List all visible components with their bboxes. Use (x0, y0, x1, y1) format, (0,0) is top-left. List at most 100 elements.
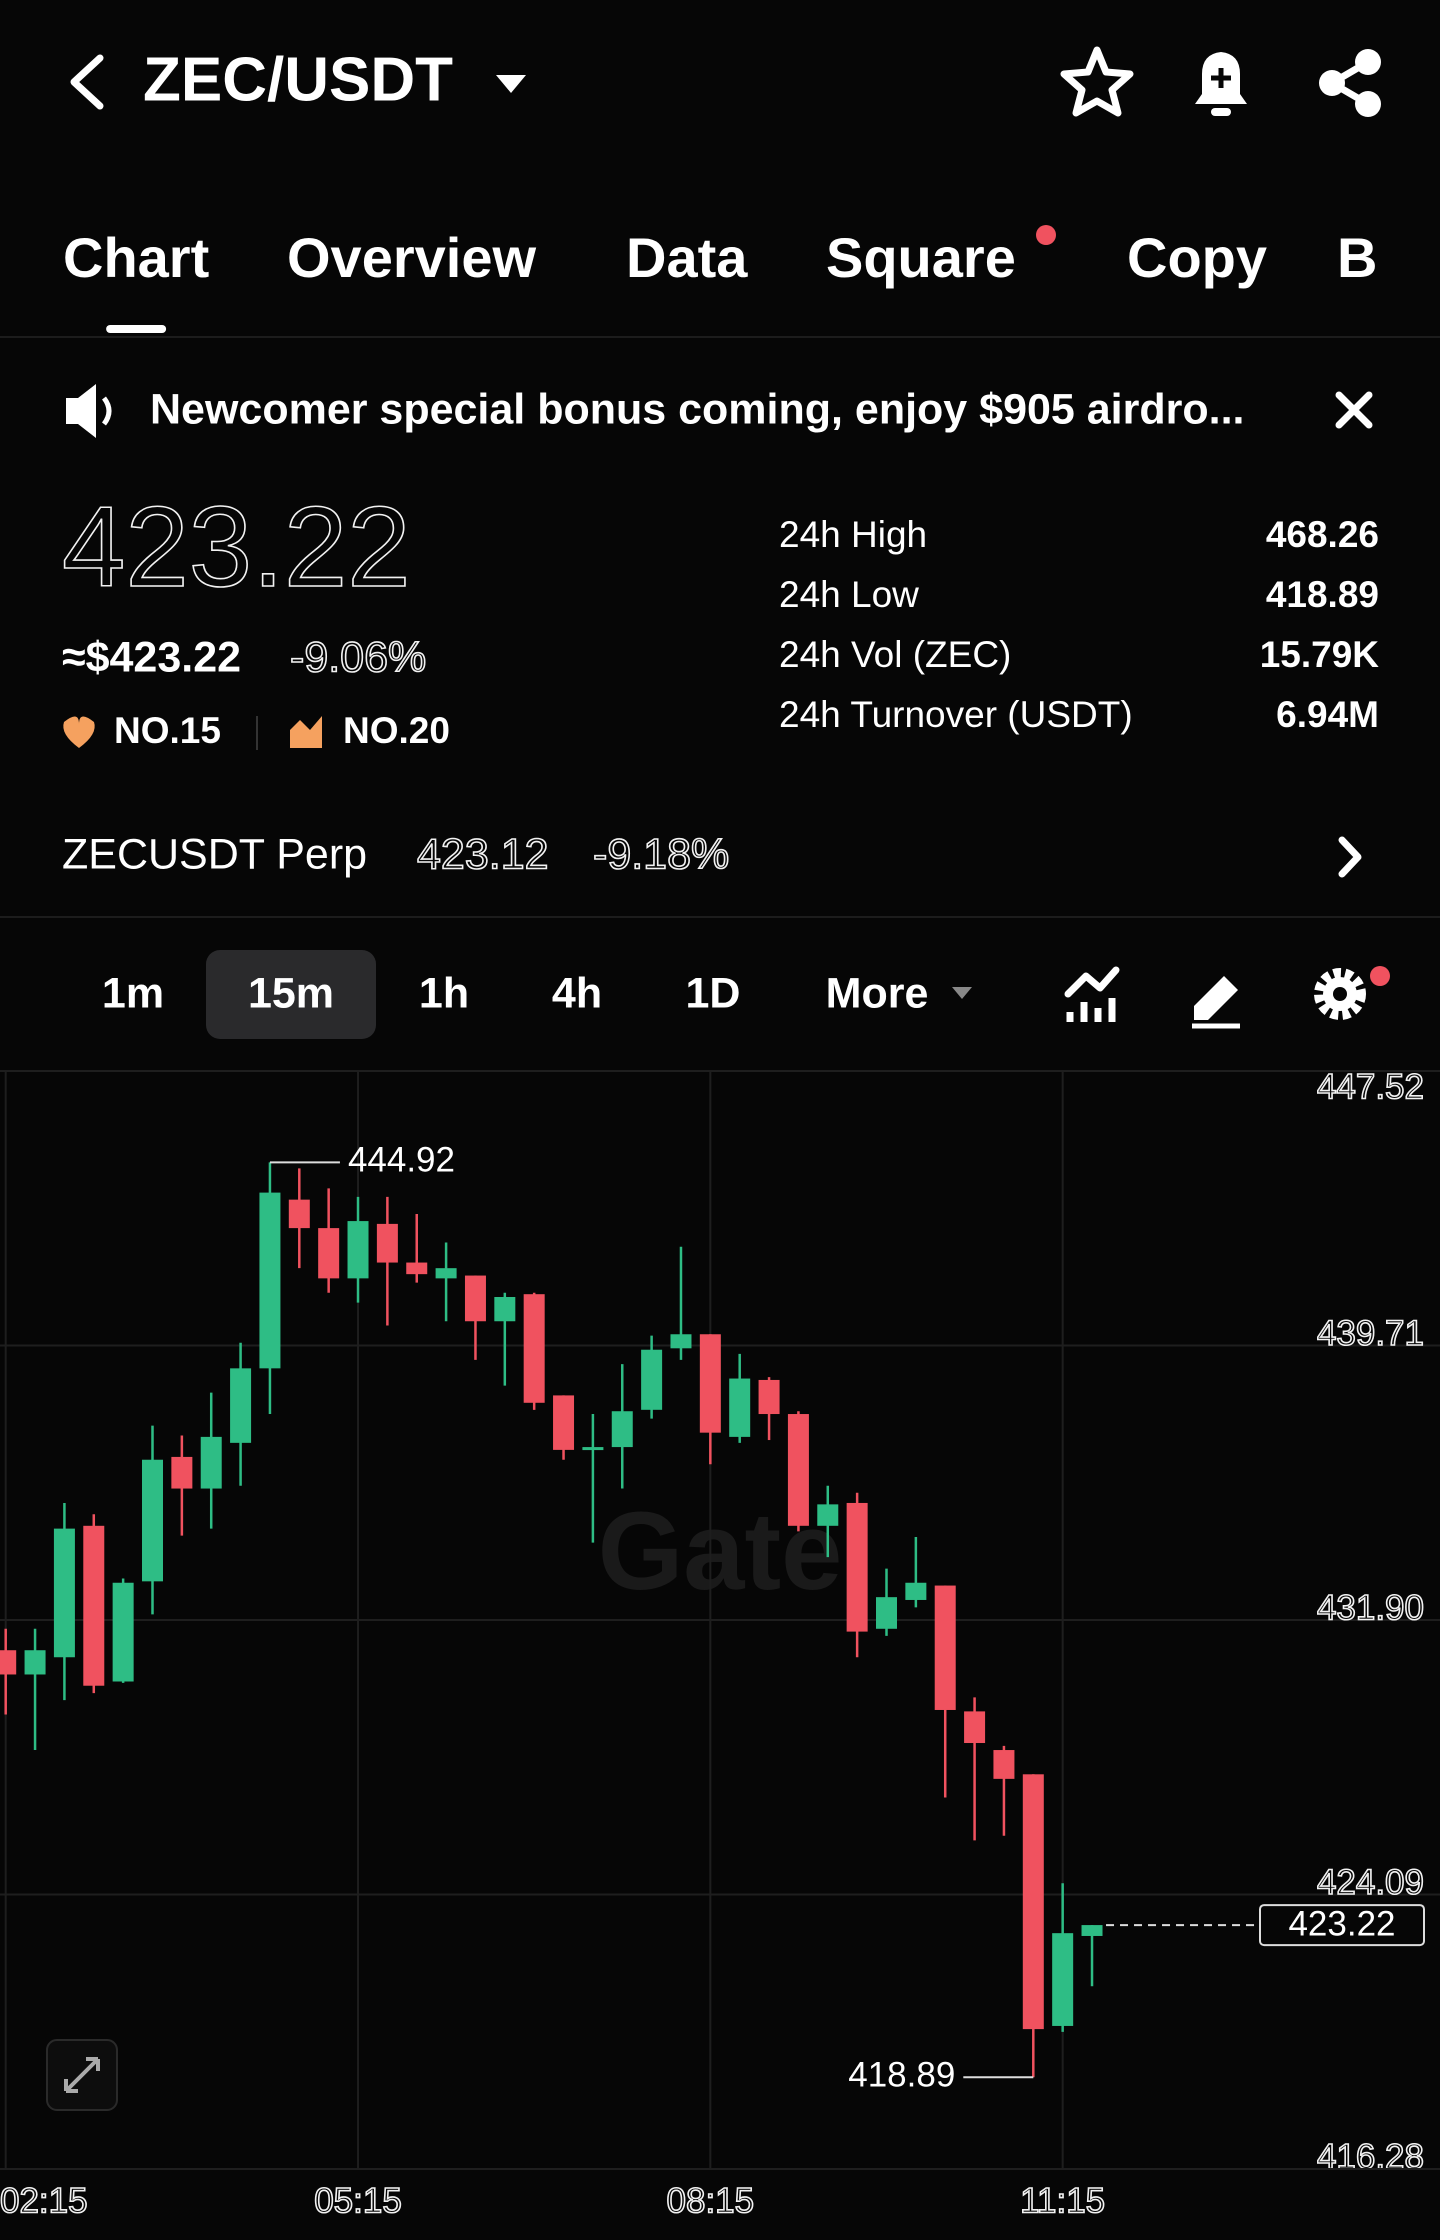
notification-dot (1370, 966, 1390, 986)
y-tick-label: 431.90 (1317, 1588, 1424, 1627)
settings-button[interactable] (1314, 968, 1366, 1020)
notification-dot (1036, 225, 1056, 245)
candle-body (670, 1334, 692, 1349)
interval[interactable]: 4h (552, 969, 602, 1017)
x-tick-label: 11:15 (1020, 2181, 1105, 2220)
candle-body (1022, 1774, 1044, 2030)
back-button[interactable] (70, 54, 104, 110)
last-price-label: 423.22 (1288, 1904, 1395, 1943)
stat-label: 24h High (779, 514, 927, 555)
usd-price: ≈$423.22 (62, 633, 241, 681)
share-button[interactable] (1319, 49, 1381, 117)
interval-bar: 1m 15m 1h 4h 1D More (102, 950, 928, 1039)
interval[interactable]: 1D (686, 969, 741, 1017)
candle-body (24, 1650, 46, 1675)
candle-body (1052, 1933, 1074, 2026)
y-tick-label: 416.28 (1317, 2137, 1424, 2176)
tab[interactable]: Data (626, 226, 748, 289)
favorite-button[interactable] (1060, 46, 1134, 117)
candle-body (934, 1585, 956, 1710)
min-label: 418.89 (848, 2056, 955, 2095)
price-change: -9.06% (290, 633, 426, 681)
perp-arrow[interactable] (1338, 836, 1362, 878)
tab-bar: Chart Overview Data Square Copy B (63, 226, 1377, 333)
stat-value: 15.79K (1260, 634, 1380, 675)
candle-body (230, 1368, 252, 1443)
candle-body (876, 1597, 897, 1629)
candle-body (171, 1456, 193, 1489)
tab[interactable]: Copy (1127, 226, 1267, 289)
perp-change: -9.18% (593, 830, 729, 878)
x-tick-label: 02:15 (0, 2181, 88, 2220)
perp-price: 423.12 (417, 830, 549, 878)
perp-name[interactable]: ZECUSDT Perp (62, 830, 367, 878)
candle-body (817, 1504, 839, 1526)
candle-body (200, 1436, 222, 1489)
candle-body (729, 1378, 751, 1437)
rank-icon (63, 716, 95, 748)
candle-body (259, 1192, 281, 1369)
stat-value: 418.89 (1266, 574, 1379, 615)
last-price-box (1259, 1904, 1425, 1947)
pair-title[interactable]: ZEC/USDT (143, 45, 453, 114)
banner-close[interactable] (1335, 391, 1373, 429)
stat-value: 468.26 (1266, 514, 1379, 555)
tab[interactable]: Square (826, 226, 1016, 289)
interval[interactable]: More (826, 969, 929, 1017)
pair-dropdown[interactable] (496, 75, 526, 93)
interval[interactable]: 15m (248, 969, 334, 1017)
candle-body (993, 1750, 1015, 1779)
candle-body (582, 1447, 604, 1451)
expand-button[interactable] (46, 2039, 118, 2111)
candle-body (376, 1223, 398, 1263)
candle-body (905, 1582, 927, 1600)
interval[interactable]: 1h (419, 969, 469, 1017)
tab[interactable]: B (1337, 226, 1377, 289)
candle-body (699, 1334, 721, 1433)
draw-button[interactable] (1192, 976, 1240, 1029)
speaker-icon (66, 384, 112, 438)
candle-body (112, 1582, 134, 1682)
candle-body (318, 1228, 340, 1279)
candle-body (611, 1411, 633, 1448)
tab[interactable]: Chart (63, 226, 209, 289)
candle-body (523, 1294, 545, 1403)
banner-text[interactable]: Newcomer special bonus coming, enjoy $90… (150, 385, 1244, 433)
candle-body (435, 1268, 457, 1279)
alert-button[interactable] (1195, 52, 1247, 116)
y-tick-label: 424.09 (1317, 1863, 1424, 1902)
candle-body (846, 1502, 868, 1632)
active-tab-indicator (106, 325, 167, 333)
candle-body (288, 1199, 310, 1229)
stat-label: 24h Turnover (USDT) (779, 694, 1133, 735)
rank-label: NO.15 (114, 710, 221, 751)
indicator-button[interactable] (1064, 966, 1120, 1022)
max-label: 444.92 (348, 1141, 455, 1180)
tab[interactable]: Overview (287, 226, 536, 289)
candle-body (758, 1379, 780, 1415)
more-dropdown[interactable] (952, 987, 972, 999)
last-price: 423.22 (62, 484, 411, 611)
x-tick-label: 05:15 (314, 2181, 402, 2220)
candle-body (964, 1711, 986, 1744)
rank-label: NO.20 (343, 710, 450, 751)
candle-body (347, 1221, 369, 1279)
stat-label: 24h Vol (ZEC) (779, 634, 1011, 675)
candle-body (494, 1296, 516, 1322)
candle-body (142, 1459, 163, 1582)
candle-body (553, 1395, 575, 1450)
active-interval-bg (206, 950, 376, 1039)
stats-panel: 24h High 468.26 24h Low 418.89 24h Vol (ZEC)… (779, 514, 1379, 735)
candle-body (83, 1525, 105, 1686)
candle-body (1081, 1925, 1103, 1936)
rank-icon (290, 716, 322, 748)
interval[interactable]: 1m (102, 969, 164, 1017)
stat-value: 6.94M (1276, 694, 1379, 735)
candle-body (787, 1414, 809, 1526)
y-tick-label: 439.71 (1317, 1314, 1424, 1353)
candle-body (0, 1650, 17, 1675)
candle-body (53, 1528, 75, 1658)
candle-body (641, 1349, 663, 1410)
